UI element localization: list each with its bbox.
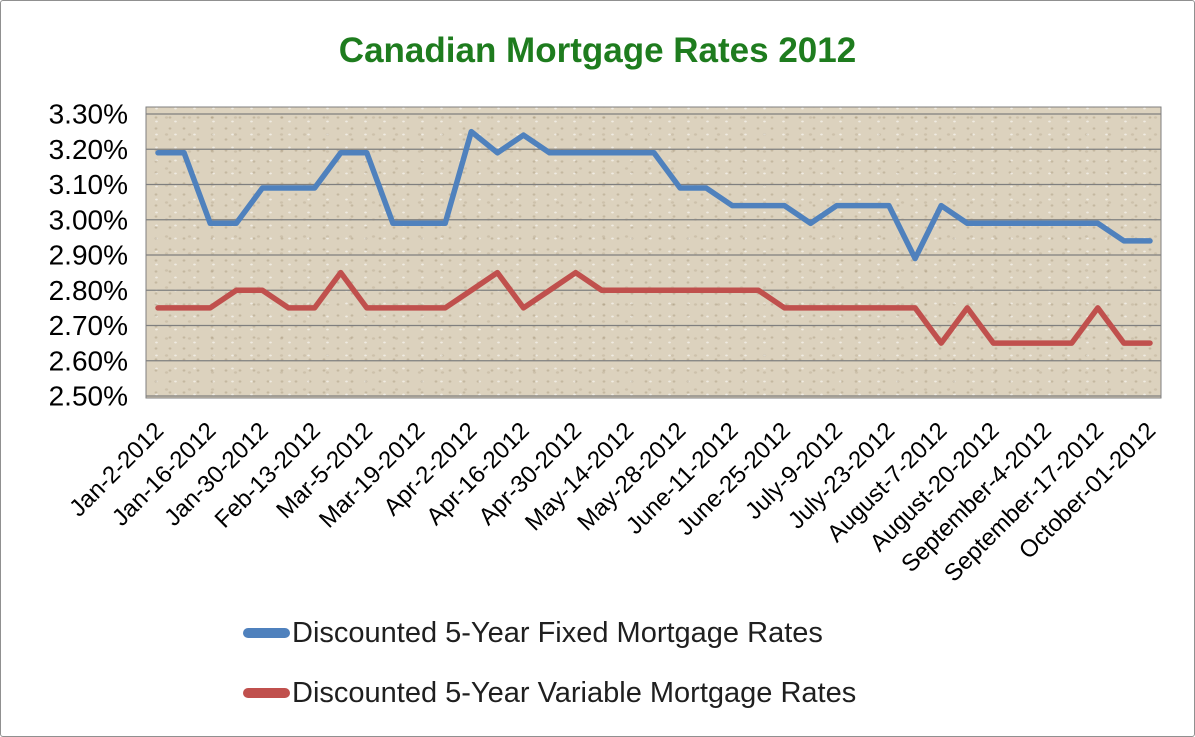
y-tick-label: 3.10% — [49, 169, 128, 200]
x-axis-labels: Jan-2-2012Jan-16-2012Jan-30-2012Feb-13-2… — [64, 417, 1161, 587]
chart-legend: Discounted 5-Year Fixed Mortgage Rates D… — [243, 603, 856, 723]
fixed-series-label: Discounted 5-Year Fixed Mortgage Rates — [292, 616, 823, 649]
y-tick-label: 2.50% — [49, 381, 128, 412]
legend-item-fixed: Discounted 5-Year Fixed Mortgage Rates — [243, 603, 856, 663]
plot-border — [145, 106, 1162, 399]
legend-item-variable: Discounted 5-Year Variable Mortgage Rate… — [243, 663, 856, 723]
y-tick-label: 2.90% — [49, 240, 128, 271]
chart-title: Canadian Mortgage Rates 2012 — [338, 31, 857, 70]
y-tick-label: 3.20% — [49, 134, 128, 165]
y-tick-label: 2.70% — [49, 310, 128, 341]
y-tick-label: 2.60% — [49, 345, 128, 376]
variable-series-label: Discounted 5-Year Variable Mortgage Rate… — [292, 676, 857, 709]
variable-series-swatch-icon — [243, 688, 290, 698]
y-tick-label: 3.00% — [49, 204, 128, 235]
y-axis-labels: 3.30% 3.20% 3.10% 3.00% 2.90% 2.80% 2.70% 2.60%… — [49, 99, 128, 412]
y-tick-label: 2.80% — [49, 275, 128, 306]
variable-rate-line — [155, 269, 1153, 346]
fixed-series-swatch-icon — [243, 628, 290, 638]
fixed-rate-line — [155, 128, 1153, 262]
y-tick-label: 3.30% — [49, 99, 128, 130]
